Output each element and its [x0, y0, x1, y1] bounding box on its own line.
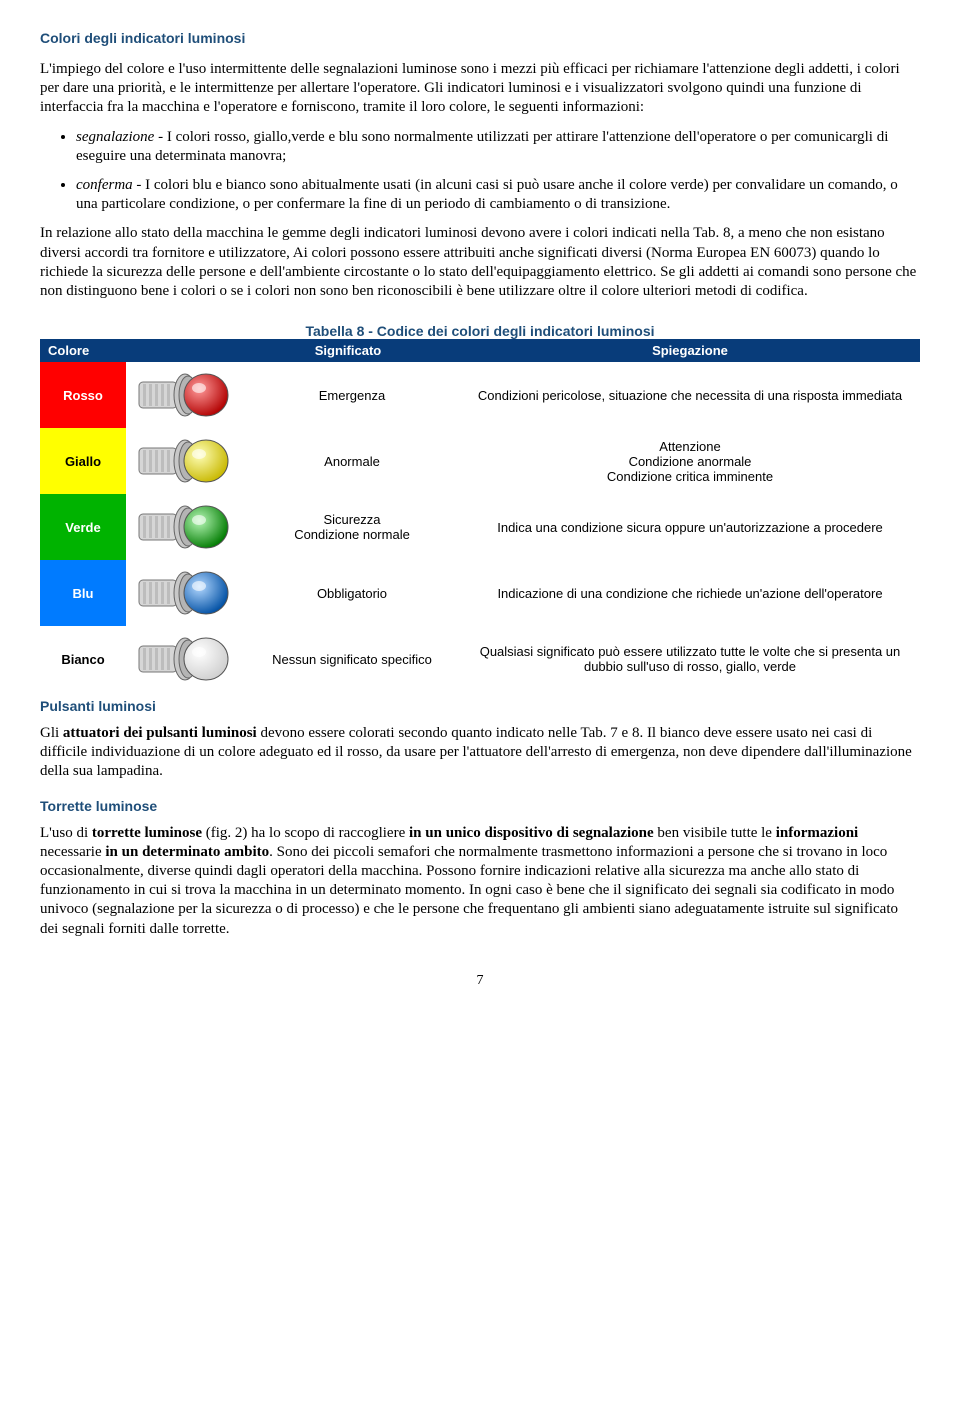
color-label-cell: Rosso	[40, 362, 126, 428]
meaning-cell: Anormale	[244, 428, 460, 494]
lamp-cell	[126, 362, 244, 428]
lamp-cell	[126, 428, 244, 494]
table-row: Bianco Nessun significato specificoQuals…	[40, 626, 920, 692]
th-meaning: Significato	[244, 339, 460, 362]
color-label-cell: Giallo	[40, 428, 126, 494]
color-label-cell: Verde	[40, 494, 126, 560]
lamp-icon	[137, 630, 233, 688]
relation-paragraph: In relazione allo stato della macchina l…	[40, 224, 920, 301]
table-header-row: Colore Significato Spiegazione	[40, 339, 920, 362]
conferma-text: - I colori blu e bianco sono abitualment…	[76, 177, 898, 212]
explain-cell: Condizioni pericolose, situazione che ne…	[460, 362, 920, 428]
bullet-conferma: conferma - I colori blu e bianco sono ab…	[76, 176, 920, 214]
lamp-cell	[126, 626, 244, 692]
torrette-pre: L'uso di	[40, 825, 92, 841]
conferma-term: conferma	[76, 177, 133, 193]
table-row: Rosso EmergenzaCondizioni pericolose, si…	[40, 362, 920, 428]
torrette-mid2: ben visibile tutte le	[654, 825, 776, 841]
main-heading: Colori degli indicatori luminosi	[40, 30, 920, 46]
pulsanti-heading: Pulsanti luminosi	[40, 698, 920, 714]
torrette-b2: in un unico dispositivo di segnalazione	[409, 825, 654, 841]
color-label-cell: Bianco	[40, 626, 126, 692]
torrette-heading: Torrette luminose	[40, 798, 920, 814]
torrette-b3: informazioni	[776, 825, 859, 841]
table-row: Verde SicurezzaCondizione normaleIndica …	[40, 494, 920, 560]
meaning-cell: Emergenza	[244, 362, 460, 428]
torrette-b4: in un determinato ambito	[105, 844, 269, 860]
pulsanti-bold: attuatori dei pulsanti luminosi	[63, 725, 257, 741]
lamp-icon	[137, 498, 233, 556]
lamp-cell	[126, 494, 244, 560]
color-label-cell: Blu	[40, 560, 126, 626]
segnalazione-text: - I colori rosso, giallo,verde e blu son…	[76, 129, 888, 164]
lamp-cell	[126, 560, 244, 626]
meaning-cell: Nessun significato specifico	[244, 626, 460, 692]
page-number: 7	[40, 973, 920, 989]
pulsanti-pre: Gli	[40, 725, 63, 741]
meaning-cell: Obbligatorio	[244, 560, 460, 626]
lamp-icon	[137, 564, 233, 622]
explain-cell: Qualsiasi significato può essere utilizz…	[460, 626, 920, 692]
lamp-icon	[137, 432, 233, 490]
torrette-mid3: necessarie	[40, 844, 105, 860]
lamp-icon	[137, 366, 233, 424]
explain-cell: Indica una condizione sicura oppure un'a…	[460, 494, 920, 560]
segnalazione-term: segnalazione	[76, 129, 154, 145]
explain-cell: Indicazione di una condizione che richie…	[460, 560, 920, 626]
th-color: Colore	[40, 339, 244, 362]
meaning-cell: SicurezzaCondizione normale	[244, 494, 460, 560]
table-8: Colore Significato Spiegazione Rosso Eme…	[40, 339, 920, 692]
torrette-paragraph: L'uso di torrette luminose (fig. 2) ha l…	[40, 824, 920, 939]
explain-cell: AttenzioneCondizione anormaleCondizione …	[460, 428, 920, 494]
pulsanti-paragraph: Gli attuatori dei pulsanti luminosi devo…	[40, 724, 920, 782]
bullet-segnalazione: segnalazione - I colori rosso, giallo,ve…	[76, 128, 920, 166]
table-caption: Tabella 8 - Codice dei colori degli indi…	[40, 323, 920, 339]
table-row: Blu ObbligatorioIndicazione di una condi…	[40, 560, 920, 626]
torrette-b1: torrette luminose	[92, 825, 202, 841]
th-explain: Spiegazione	[460, 339, 920, 362]
table-row: Giallo AnormaleAttenzioneCondizione anor…	[40, 428, 920, 494]
torrette-mid1: (fig. 2) ha lo scopo di raccogliere	[202, 825, 409, 841]
intro-paragraph: L'impiego del colore e l'uso intermitten…	[40, 60, 920, 118]
